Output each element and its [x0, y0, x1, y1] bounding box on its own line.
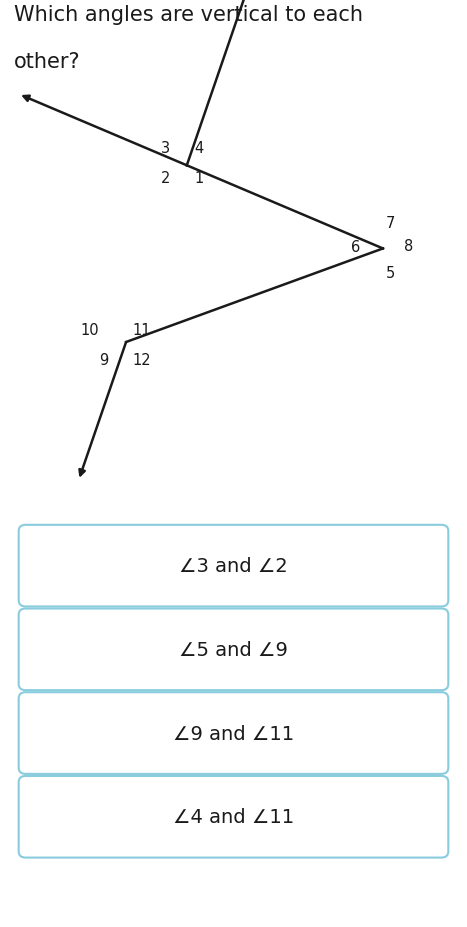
Text: 3: 3	[161, 141, 170, 156]
Text: ∠5 and ∠9: ∠5 and ∠9	[179, 641, 288, 659]
Text: other?: other?	[14, 52, 81, 72]
Text: 11: 11	[132, 323, 150, 337]
FancyBboxPatch shape	[19, 692, 448, 774]
Text: ∠3 and ∠2: ∠3 and ∠2	[179, 556, 288, 576]
Text: 10: 10	[81, 323, 99, 337]
Text: 5: 5	[386, 266, 395, 281]
Text: 12: 12	[132, 352, 151, 368]
Text: 9: 9	[99, 352, 108, 368]
Text: Which angles are vertical to each: Which angles are vertical to each	[14, 6, 363, 25]
Text: 4: 4	[194, 141, 204, 156]
Text: ∠9 and ∠11: ∠9 and ∠11	[173, 724, 294, 743]
Text: 7: 7	[386, 216, 395, 231]
FancyBboxPatch shape	[19, 609, 448, 691]
FancyBboxPatch shape	[19, 776, 448, 857]
Text: 1: 1	[194, 171, 204, 186]
FancyBboxPatch shape	[19, 526, 448, 607]
Text: 6: 6	[351, 240, 361, 255]
Text: 2: 2	[161, 171, 170, 186]
Text: ∠4 and ∠11: ∠4 and ∠11	[173, 807, 294, 826]
Text: 8: 8	[404, 238, 413, 253]
